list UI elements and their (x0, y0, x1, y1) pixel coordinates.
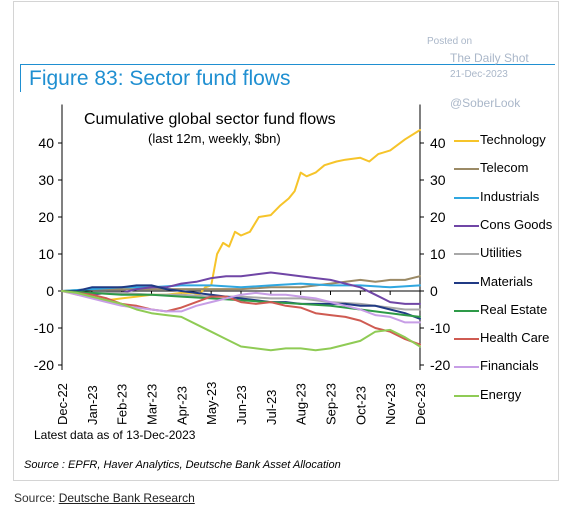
legend-swatch (454, 140, 479, 142)
x-tick-label: Dec-22 (55, 383, 70, 425)
legend-label: Telecom (480, 160, 529, 176)
x-tick-label: Feb-23 (115, 384, 130, 425)
legend-label: Energy (480, 386, 522, 402)
y-tick-label-left: -10 (34, 320, 54, 336)
y-tick-label-right: -20 (430, 357, 450, 373)
series-line-materials (61, 284, 421, 320)
y-tick-label-right: 0 (430, 283, 438, 299)
x-tick-label: Sep-23 (324, 383, 339, 425)
x-tick-label: Nov-23 (383, 383, 398, 425)
page-source-prefix: Source: (14, 491, 59, 505)
legend-label: Materials (480, 273, 533, 289)
legend-swatch (454, 309, 479, 312)
legend-label: Technology (480, 132, 546, 147)
y-tick-label-right: 40 (430, 135, 446, 151)
legend-swatch (454, 338, 479, 341)
x-tick-label: Aug-23 (294, 383, 309, 425)
legend-label: Utilities (480, 245, 522, 261)
x-tick-label: Jun-23 (234, 385, 249, 425)
x-tick-label: Jul-23 (264, 390, 279, 425)
legend-label: Cons Goods (480, 216, 553, 232)
series-line-technology (61, 129, 421, 302)
legend-swatch (454, 253, 479, 256)
legend-swatch (454, 281, 479, 284)
figure-title-box: Figure 83: Sector fund flows (20, 64, 555, 92)
legend-swatch (454, 366, 479, 369)
legend-label: Industrials (480, 188, 540, 204)
y-tick-label-right: 30 (430, 172, 446, 188)
y-tick-label-left: 20 (38, 209, 54, 225)
series-line-cons-goods (61, 271, 421, 305)
y-tick-label-right: -10 (430, 320, 450, 336)
x-tick-label: Jan-23 (85, 385, 100, 425)
legend-label: Financials (480, 358, 539, 374)
watermark-posted-on: Posted on (427, 36, 473, 47)
y-tick-label-left: 0 (46, 283, 54, 299)
latest-data-note: Latest data as of 13-Dec-2023 (34, 428, 196, 442)
x-tick-label: Apr-23 (174, 386, 189, 425)
series-line-energy (61, 290, 421, 352)
watermark-date: 21-Dec-2023 (450, 69, 508, 80)
y-tick-label-right: 20 (430, 209, 446, 225)
watermark-site: The Daily Shot (450, 51, 529, 65)
figure-source-note: Source : EPFR, Haver Analytics, Deutsche… (24, 459, 341, 471)
legend-swatch (454, 394, 479, 397)
series-line-financials (61, 290, 421, 324)
x-tick-label: Oct-23 (353, 386, 368, 425)
chart-series-group (61, 129, 421, 352)
series-line-telecom (61, 275, 421, 292)
watermark-handle: @SoberLook (450, 96, 521, 110)
x-tick-label: Dec-23 (413, 383, 428, 425)
legend-swatch (454, 168, 479, 171)
x-tick-label: Mar-23 (145, 384, 160, 425)
x-tick-label: May-23 (204, 382, 219, 425)
chart-title: Cumulative global sector fund flows (84, 111, 336, 128)
legend-swatch (454, 196, 479, 199)
figure-title: Figure 83: Sector fund flows (29, 67, 291, 90)
legend-swatch (454, 224, 479, 227)
source-link[interactable]: Deutsche Bank Research (58, 491, 195, 505)
legend-label: Health Care (480, 330, 550, 346)
series-line-utilities (61, 290, 421, 311)
y-tick-label-left: 40 (38, 135, 54, 151)
legend-label: Real Estate (480, 301, 548, 317)
y-tick-label-left: 30 (38, 172, 54, 188)
y-tick-label-right: 10 (430, 246, 446, 262)
y-tick-label-left: -20 (34, 357, 54, 373)
figure-frame (13, 1, 559, 481)
chart-subtitle: (last 12m, weekly, $bn) (148, 131, 281, 146)
y-tick-label-left: 10 (38, 246, 54, 262)
page-source: Source: Deutsche Bank Research (14, 491, 195, 505)
